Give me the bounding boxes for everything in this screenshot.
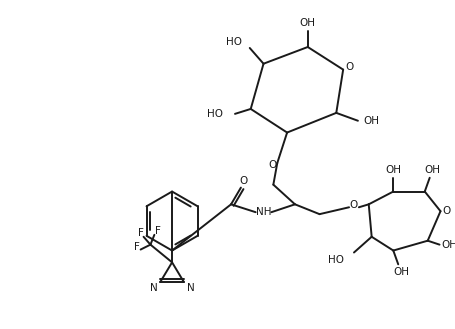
Text: OH: OH: [363, 116, 379, 126]
Text: NH: NH: [255, 207, 271, 217]
Text: OH: OH: [384, 165, 400, 175]
Text: O: O: [344, 62, 353, 72]
Text: OH: OH: [392, 267, 408, 277]
Text: N: N: [149, 283, 157, 293]
Text: O: O: [441, 206, 450, 216]
Text: O: O: [239, 176, 248, 186]
Text: F: F: [155, 226, 161, 236]
Text: OH: OH: [299, 18, 315, 28]
Text: O: O: [349, 200, 357, 210]
Text: OH: OH: [424, 165, 440, 175]
Text: HO: HO: [207, 109, 222, 119]
Text: HO: HO: [225, 37, 241, 47]
Text: F: F: [133, 241, 139, 252]
Text: N: N: [187, 283, 194, 293]
Text: F: F: [137, 228, 143, 238]
Text: O: O: [268, 160, 276, 170]
Text: HO: HO: [328, 255, 344, 266]
Text: OH: OH: [440, 240, 455, 250]
